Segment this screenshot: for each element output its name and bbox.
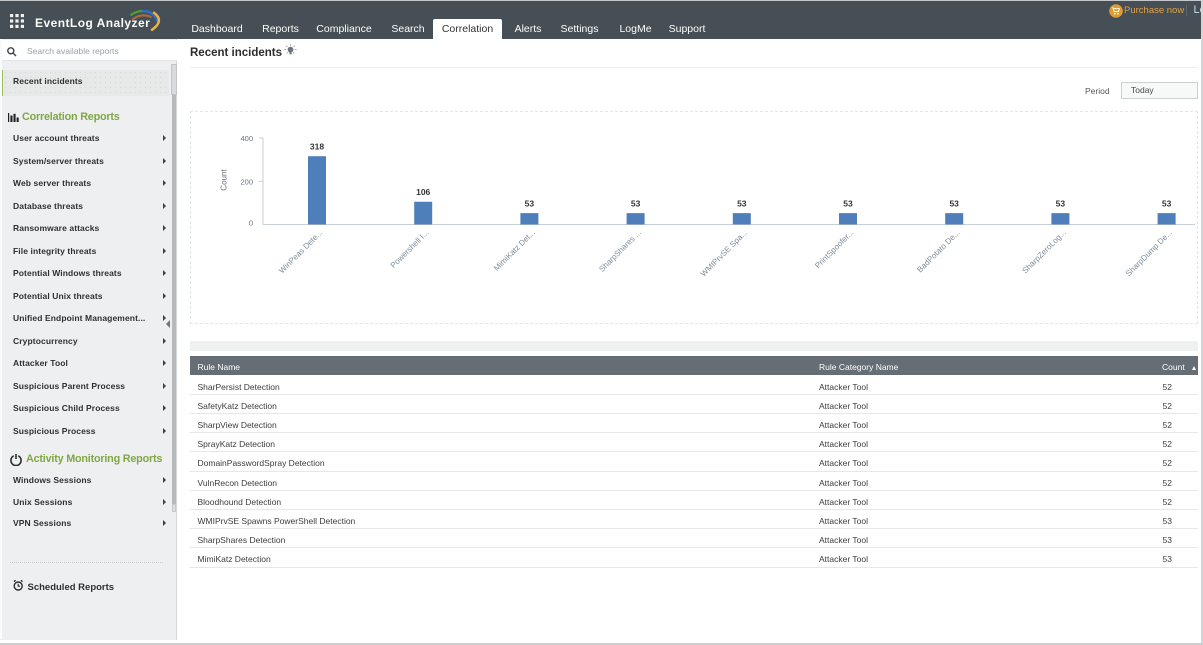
svg-text:53: 53 [525, 199, 535, 209]
svg-text:BadPotato De...: BadPotato De... [915, 228, 961, 274]
svg-text:SharpDump De...: SharpDump De... [1124, 228, 1174, 278]
svg-text:53: 53 [1056, 199, 1066, 209]
svg-text:53: 53 [737, 199, 747, 209]
svg-text:MimiKatz Det...: MimiKatz Det... [492, 228, 537, 273]
svg-text:53: 53 [843, 199, 853, 209]
svg-text:53: 53 [1162, 199, 1172, 209]
svg-text:SharpShares ...: SharpShares ... [597, 228, 643, 274]
svg-text:400: 400 [240, 134, 253, 143]
svg-text:106: 106 [416, 187, 430, 197]
svg-text:318: 318 [310, 142, 324, 152]
svg-text:53: 53 [949, 199, 959, 209]
svg-text:0: 0 [249, 219, 253, 228]
svg-text:WMIPrvSE Spa...: WMIPrvSE Spa... [699, 228, 749, 278]
svg-text:PrintSpoofer...: PrintSpoofer... [813, 228, 855, 270]
svg-text:SharpZeroLog...: SharpZeroLog... [1021, 228, 1068, 275]
svg-text:Powershell I...: Powershell I... [389, 228, 431, 270]
svg-text:53: 53 [631, 199, 641, 209]
svg-text:Count: Count [220, 169, 229, 191]
svg-text:200: 200 [240, 178, 253, 187]
svg-text:WinPeas Dete...: WinPeas Dete... [277, 228, 324, 275]
